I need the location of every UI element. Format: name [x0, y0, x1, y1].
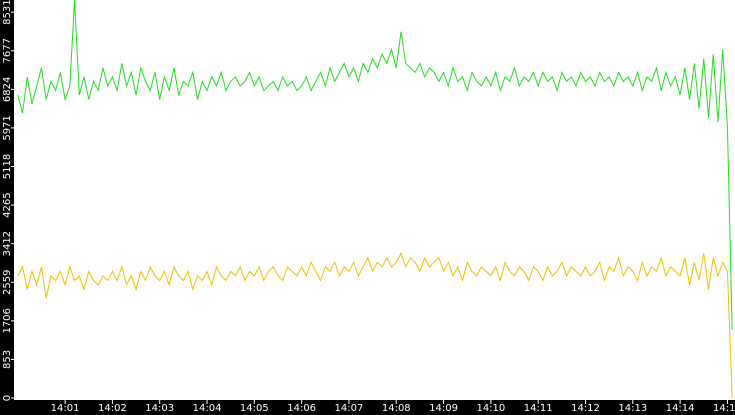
series-line — [17, 0, 733, 331]
x-tick-label: 14:12 — [571, 403, 600, 414]
x-tick-label: 14:09 — [429, 403, 458, 414]
x-tick-label: 14:02 — [98, 403, 127, 414]
y-tick-label: 5971 — [2, 115, 13, 140]
x-tick-label: 14:08 — [382, 403, 411, 414]
y-tick-label: 0 — [2, 395, 13, 401]
x-tick-label: 14:01 — [51, 403, 80, 414]
y-tick-label: 2559 — [2, 270, 13, 295]
x-tick-label: 14:15 — [713, 403, 735, 414]
x-tick-label: 14:10 — [476, 403, 505, 414]
y-tick-label: 1706 — [2, 308, 13, 333]
series-line — [17, 252, 733, 399]
y-tick-label: 5118 — [2, 154, 13, 179]
y-tick-label: 3412 — [2, 231, 13, 256]
x-tick-label: 14:05 — [240, 403, 269, 414]
y-axis-strip — [0, 0, 14, 415]
x-tick-label: 14:03 — [145, 403, 174, 414]
y-tick-label: 6824 — [2, 77, 13, 102]
x-tick-label: 14:11 — [524, 403, 553, 414]
x-tick-label: 14:13 — [618, 403, 647, 414]
x-axis-strip — [0, 400, 735, 415]
x-tick-label: 14:06 — [287, 403, 316, 414]
y-tick-label: 8531 — [2, 0, 13, 25]
y-tick-label: 4265 — [2, 192, 13, 217]
y-tick-label: 853 — [2, 350, 13, 369]
y-tick-label: 7677 — [2, 38, 13, 63]
x-tick-label: 14:07 — [335, 403, 364, 414]
x-tick-label: 14:14 — [666, 403, 695, 414]
x-tick-label: 14:04 — [193, 403, 222, 414]
